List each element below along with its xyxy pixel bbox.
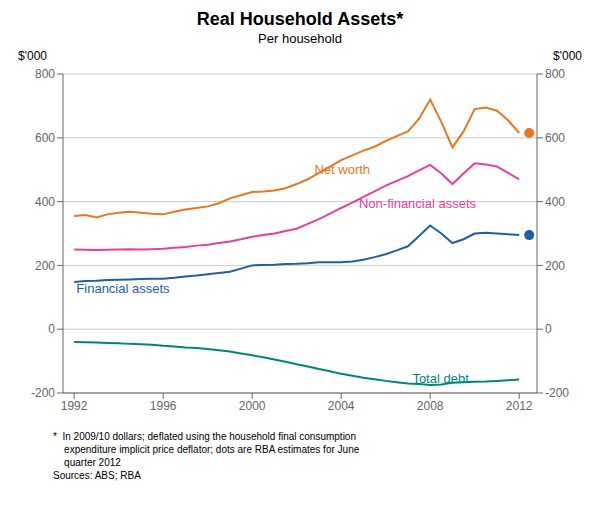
svg-text:200: 200 [545,259,565,273]
svg-text:200: 200 [35,259,55,273]
svg-text:Total debt: Total debt [412,371,469,386]
svg-text:800: 800 [545,67,565,81]
html-text:$'000: $'000 [18,49,47,63]
svg-text:400: 400 [545,195,565,209]
svg-text:600: 600 [545,131,565,145]
html-text:* In 2009/10 dollars; deflated: * In 2009/10 dollars; deflated using the… [53,431,360,481]
svg-text:0: 0 [48,322,55,336]
svg-text:2012: 2012 [506,399,533,413]
svg-text:2004: 2004 [328,399,355,413]
svg-text:2000: 2000 [239,399,266,413]
svg-text:1996: 1996 [150,399,177,413]
svg-text:1992: 1992 [61,399,88,413]
html-text:$'000: $'000 [553,49,582,63]
svg-text:-200: -200 [31,386,55,400]
svg-text:0: 0 [545,322,552,336]
svg-text:-200: -200 [545,386,569,400]
svg-text:600: 600 [35,131,55,145]
svg-text:Net worth: Net worth [314,162,370,177]
svg-text:400: 400 [35,195,55,209]
svg-text:800: 800 [35,67,55,81]
html-text:Real Household Assets*: Real Household Assets* [196,9,404,29]
svg-text:Non-financial assets: Non-financial assets [359,196,477,211]
html-text:Per household: Per household [258,31,342,46]
svg-text:2008: 2008 [417,399,444,413]
svg-text:Financial assets: Financial assets [76,281,170,296]
